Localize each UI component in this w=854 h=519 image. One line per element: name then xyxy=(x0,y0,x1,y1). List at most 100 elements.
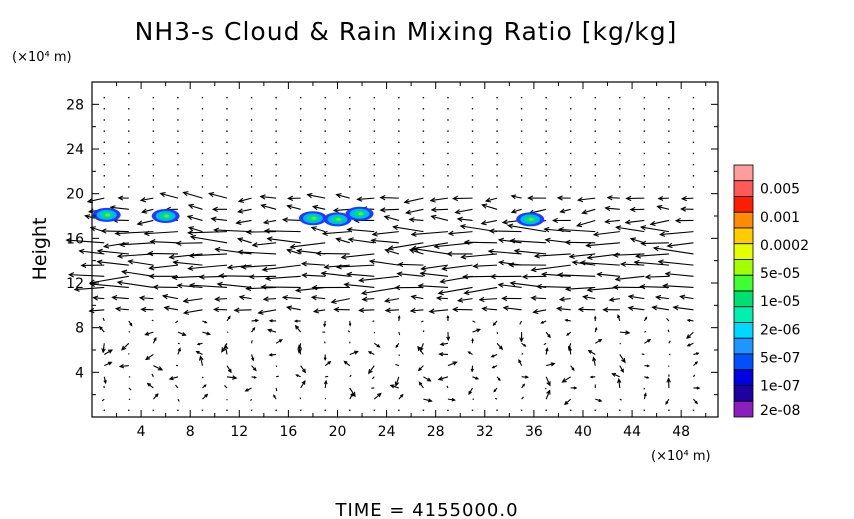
vector-head xyxy=(598,338,603,343)
vector-dot xyxy=(373,130,376,132)
vector-dot xyxy=(128,163,130,166)
vector-head xyxy=(118,241,125,248)
vector-head xyxy=(154,393,159,398)
vector-arrow xyxy=(464,241,498,244)
vector-dot xyxy=(520,186,523,188)
vector-dot xyxy=(250,409,253,411)
vector-head xyxy=(627,294,634,300)
vector-dot xyxy=(103,152,105,155)
vector-arrow xyxy=(238,251,277,255)
vector-arrow xyxy=(373,393,382,400)
vector-dot xyxy=(324,152,326,155)
vector-head xyxy=(198,274,205,280)
vector-head xyxy=(550,362,556,367)
vector-head xyxy=(612,284,619,290)
vector-head xyxy=(210,216,217,222)
vector-head xyxy=(602,307,609,313)
vector-arrow xyxy=(224,385,228,389)
vector-head xyxy=(657,195,664,201)
vector-dot xyxy=(226,108,228,110)
x-tick-label: 44 xyxy=(623,424,641,440)
vector-arrow xyxy=(663,285,694,289)
vector-arrow xyxy=(188,264,228,270)
colorbar-swatch xyxy=(733,211,754,229)
vector-head xyxy=(467,351,471,355)
vector-head xyxy=(96,248,103,254)
vector-head xyxy=(568,253,575,259)
vector-arrow xyxy=(616,226,645,233)
vector-dot xyxy=(177,108,179,110)
vector-arrow xyxy=(510,239,547,244)
vector-head xyxy=(86,198,94,204)
vector-head xyxy=(281,294,288,301)
vector-dot xyxy=(496,108,498,110)
vector-arrow xyxy=(421,264,449,270)
vector-dot xyxy=(201,175,204,177)
vector-head xyxy=(379,207,386,213)
vector-head xyxy=(419,347,424,352)
vector-arrow xyxy=(582,208,596,214)
x-tick-label: 24 xyxy=(378,424,396,440)
vector-head xyxy=(576,196,584,203)
vector-head xyxy=(571,260,578,266)
vector-head xyxy=(430,214,437,220)
vector-dot xyxy=(668,108,670,110)
vector-arrow xyxy=(543,342,547,346)
vector-head xyxy=(146,382,152,387)
vector-head xyxy=(619,261,627,267)
vector-head xyxy=(604,205,611,212)
vector-head xyxy=(350,391,356,398)
vector-head xyxy=(152,284,159,290)
vector-dot xyxy=(668,130,670,132)
vector-arrow xyxy=(261,286,301,289)
vector-dot xyxy=(177,130,179,132)
vector-dot xyxy=(619,409,621,411)
vector-dot xyxy=(275,96,277,99)
vector-dot xyxy=(619,163,621,166)
x-tick-label: 40 xyxy=(574,424,592,440)
vector-head xyxy=(384,297,391,303)
vector-dot xyxy=(496,152,498,155)
vector-arrow xyxy=(404,197,424,203)
vector-arrow xyxy=(323,231,350,235)
vector-head xyxy=(439,278,446,284)
vector-head xyxy=(312,308,320,314)
colorbar-swatch xyxy=(733,400,754,418)
vector-head xyxy=(427,398,433,403)
vector-arrow xyxy=(508,224,547,233)
vector-dot xyxy=(643,130,646,132)
vector-arrow xyxy=(177,398,180,402)
vector-head xyxy=(567,346,572,350)
vector-dot xyxy=(520,175,523,177)
vector-arrow xyxy=(390,384,400,389)
vector-head xyxy=(612,252,619,258)
colorbar-swatch xyxy=(733,196,754,213)
vector-head xyxy=(262,219,270,225)
vector-arrow xyxy=(101,230,129,233)
y-tick-label: 20 xyxy=(66,187,84,203)
vector-arrow xyxy=(175,384,179,389)
vector-dot xyxy=(668,175,670,177)
vector-dot xyxy=(250,108,253,110)
vector-dot xyxy=(692,175,695,177)
vector-head xyxy=(89,226,96,232)
vector-arrow xyxy=(680,295,694,300)
vector-head xyxy=(176,283,183,289)
vector-dot xyxy=(545,130,547,132)
vector-head xyxy=(419,271,426,277)
vector-head xyxy=(447,230,454,236)
vector-arrow xyxy=(299,397,302,400)
vector-arrow xyxy=(511,195,522,199)
colorbar-swatch xyxy=(733,353,754,371)
vector-dot xyxy=(619,119,621,121)
colorbar-swatch xyxy=(733,290,754,308)
vector-arrow xyxy=(531,297,547,300)
vector-dot xyxy=(324,108,326,110)
vector-head xyxy=(666,377,672,383)
vector-head xyxy=(343,360,348,365)
vector-arrow xyxy=(190,236,228,244)
vector-dot xyxy=(692,186,695,188)
vector-dot xyxy=(103,186,105,188)
vector-arrow xyxy=(121,342,130,351)
